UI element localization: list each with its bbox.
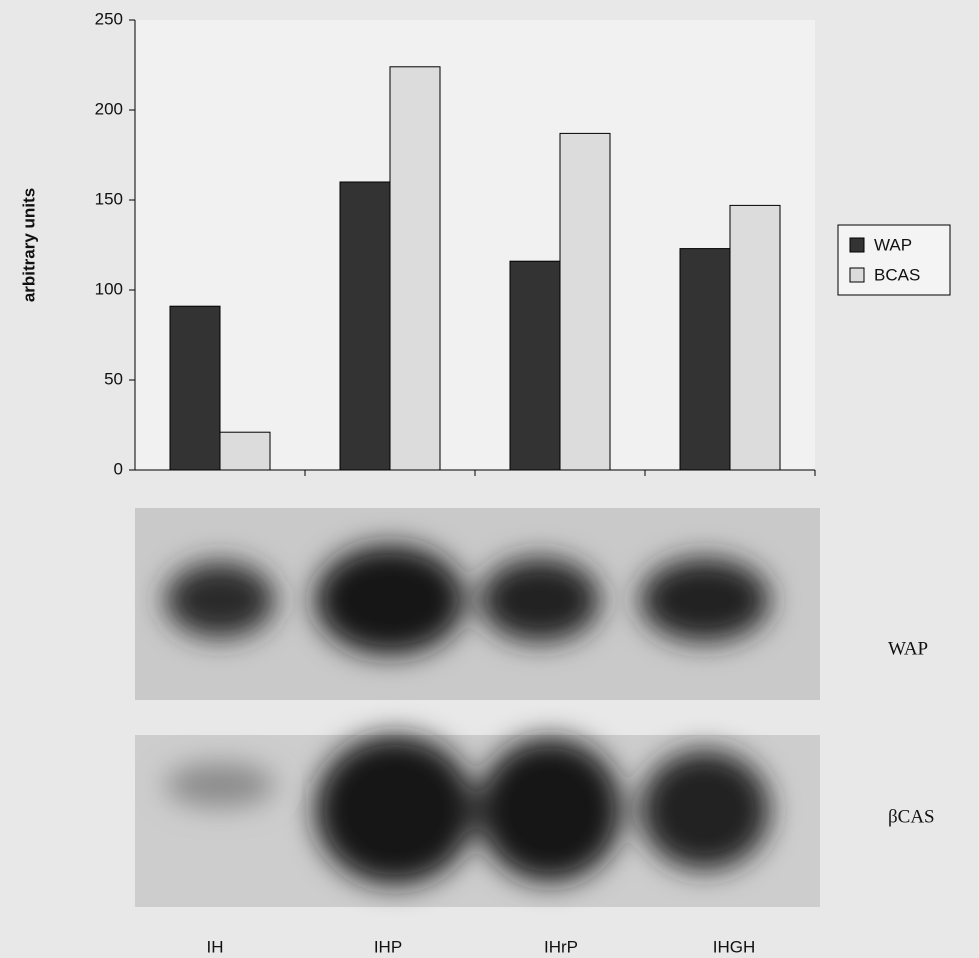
y-tick-label: 150 (95, 189, 123, 208)
y-tick-label: 250 (95, 9, 123, 28)
blot-label: WAP (888, 638, 928, 659)
lane-label: IH (207, 937, 224, 956)
y-tick-label: 200 (95, 99, 123, 118)
legend-label: BCAS (874, 265, 920, 284)
bar (219, 431, 271, 471)
bar (729, 204, 781, 471)
y-tick-label: 0 (114, 459, 123, 478)
bar (169, 305, 221, 471)
legend-box (837, 224, 951, 296)
y-tick-label: 50 (104, 369, 123, 388)
bar (339, 181, 391, 471)
legend-label: WAP (874, 235, 912, 254)
blot-bcas (135, 735, 820, 907)
legend-swatch (849, 237, 865, 253)
bar (509, 260, 561, 471)
blot-label: βCAS (888, 806, 935, 827)
y-axis-label: arbitrary units (19, 188, 38, 302)
bar (679, 248, 731, 471)
bar (559, 132, 611, 471)
lane-label: IHP (374, 937, 402, 956)
y-tick-label: 100 (95, 279, 123, 298)
blot-wap (135, 508, 820, 700)
bar (389, 66, 441, 471)
legend-swatch (849, 267, 865, 283)
lane-label: IHrP (544, 937, 578, 956)
lane-label: IHGH (713, 937, 756, 956)
